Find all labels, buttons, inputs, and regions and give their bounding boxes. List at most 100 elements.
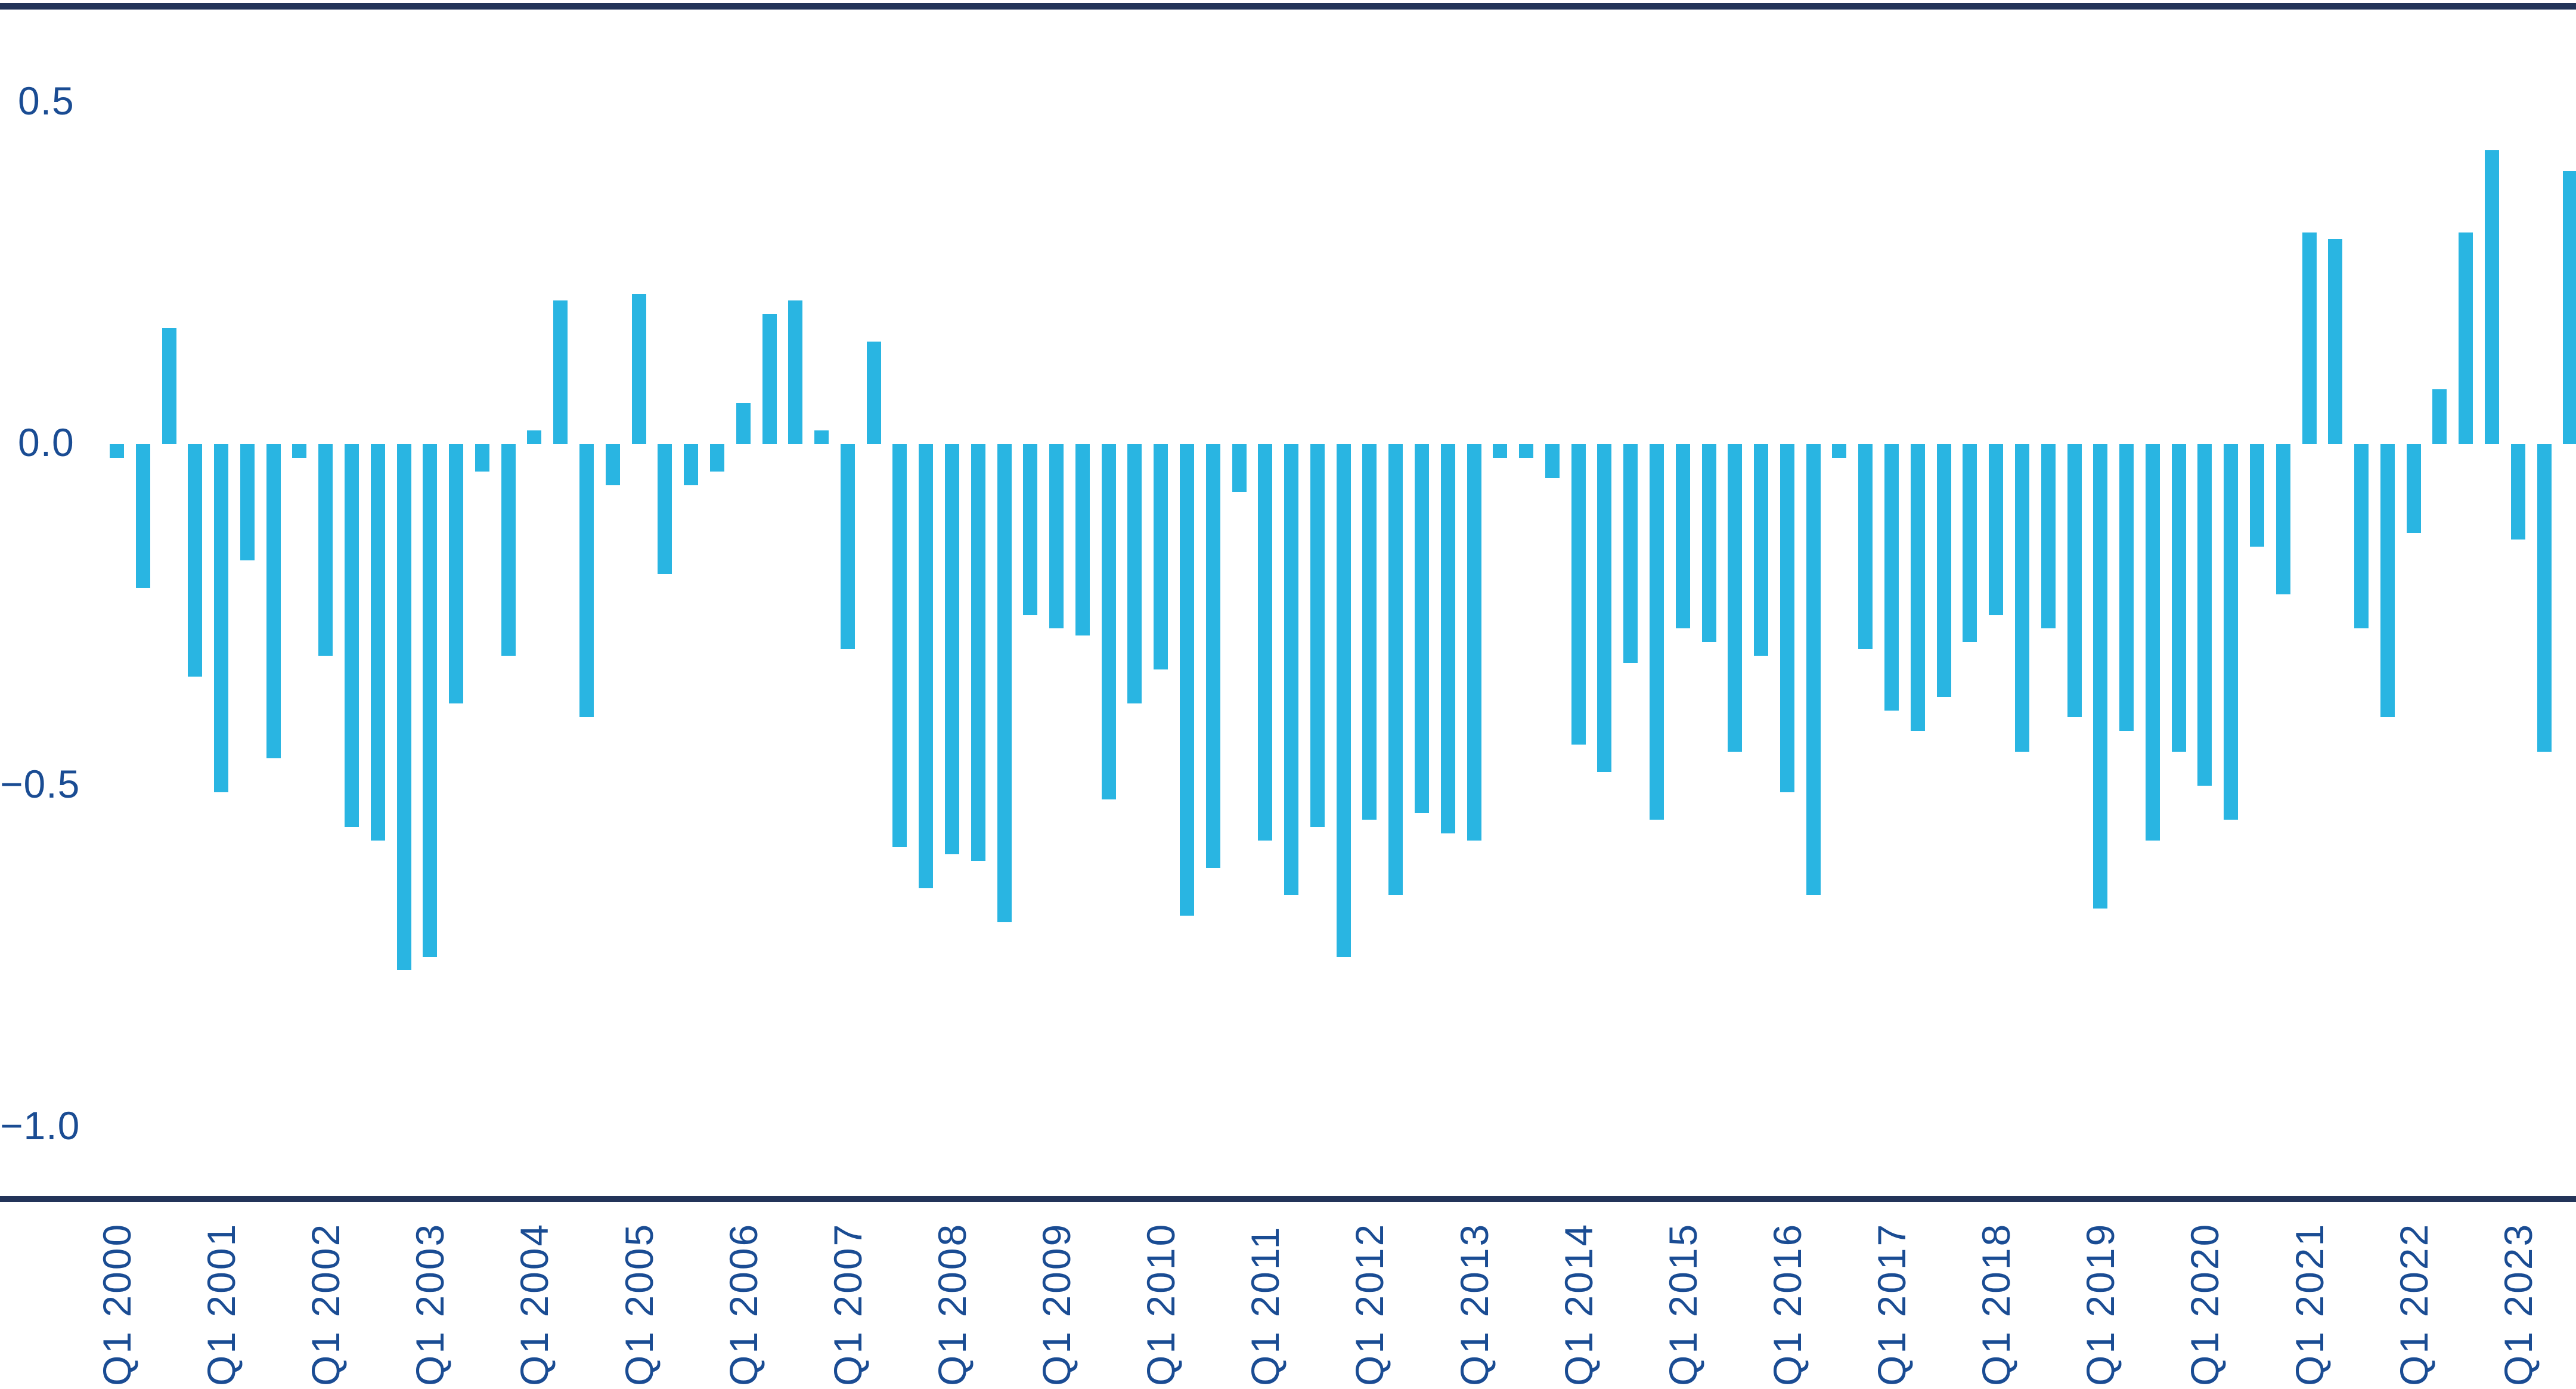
bar-q4-2005	[710, 444, 724, 472]
bar-q3-2010	[1206, 444, 1220, 868]
x-tick-label-q1-2008: Q1 2008	[930, 1222, 974, 1386]
bar-q1-2021	[2302, 232, 2317, 444]
bar-q1-2003	[423, 444, 437, 957]
x-tick-label-q1-2022: Q1 2022	[2392, 1222, 2436, 1386]
bar-q2-2021	[2328, 239, 2342, 444]
x-tick-label-q1-2012: Q1 2012	[1347, 1222, 1391, 1386]
bar-q2-2015	[1702, 444, 1716, 642]
bar-q1-2015	[1676, 444, 1690, 628]
bar-q1-2019	[2093, 444, 2107, 909]
bar-q2-2012	[1388, 444, 1403, 895]
bar-q3-2022	[2459, 232, 2473, 444]
bar-q3-2008	[997, 444, 1012, 922]
bar-q1-2002	[318, 444, 333, 656]
x-tick-label-q1-2020: Q1 2020	[2183, 1222, 2227, 1386]
bar-q4-2021	[2380, 444, 2395, 717]
bar-q1-2000	[110, 444, 124, 458]
bar-q2-2019	[2119, 444, 2134, 731]
bar-q2-2008	[971, 444, 985, 861]
bar-q3-2016	[1832, 444, 1846, 458]
bar-q1-2006	[736, 403, 751, 444]
bar-q4-2003	[501, 444, 516, 656]
bar-q3-2020	[2250, 444, 2264, 547]
bar-q3-2012	[1415, 444, 1429, 813]
bar-q1-2001	[214, 444, 228, 792]
bar-q1-2014	[1571, 444, 1586, 745]
x-tick-label-q1-2018: Q1 2018	[1974, 1222, 2018, 1386]
bar-q1-2022	[2407, 444, 2421, 533]
bar-q2-2003	[449, 444, 463, 703]
bar-q2-2011	[1284, 444, 1298, 895]
bar-q4-2000	[188, 444, 202, 677]
bar-q2-2001	[240, 444, 255, 560]
bar-q1-2023	[2511, 444, 2525, 540]
bar-q3-2006	[788, 300, 802, 444]
x-tick-label-q1-2011: Q1 2011	[1243, 1225, 1287, 1386]
x-tick-label-q1-2009: Q1 2009	[1034, 1222, 1078, 1386]
bar-q2-2022	[2432, 389, 2447, 444]
bar-q4-2004	[606, 444, 620, 485]
bar-q1-2018	[1989, 444, 2003, 615]
bar-q4-2010	[1232, 444, 1247, 492]
x-tick-label-q1-2013: Q1 2013	[1452, 1222, 1496, 1386]
x-tick-label-q1-2004: Q1 2004	[512, 1222, 556, 1386]
bar-q4-2017	[1963, 444, 1977, 642]
bar-q3-2018	[2041, 444, 2056, 628]
y-tick-label-0.5: 0.5	[18, 79, 75, 123]
bar-q3-2021	[2354, 444, 2369, 628]
bar-q4-2002	[397, 444, 411, 970]
bar-q2-2013	[1493, 444, 1507, 458]
bar-q2-2007	[867, 342, 881, 444]
bar-q4-2001	[292, 444, 306, 458]
bar-q3-2005	[684, 444, 698, 485]
x-tick-label-q1-2021: Q1 2021	[2287, 1222, 2332, 1386]
x-tick-label-q1-2000: Q1 2000	[95, 1222, 139, 1386]
bar-q1-2016	[1780, 444, 1794, 792]
bar-q2-2020	[2224, 444, 2238, 820]
bar-q1-2007	[841, 444, 855, 649]
bar-q4-2018	[2067, 444, 2082, 717]
y-tick-label--1: −1.0	[0, 1103, 80, 1148]
x-tick-label-q1-2010: Q1 2010	[1139, 1222, 1183, 1386]
x-tick-label-q1-2019: Q1 2019	[2078, 1222, 2122, 1386]
top-border-line	[0, 3, 2576, 10]
bar-q4-2007	[919, 444, 933, 888]
bar-q3-2000	[162, 328, 176, 444]
bar-q4-2013	[1545, 444, 1560, 478]
bar-q2-2005	[658, 444, 672, 574]
y-tick-label--0.5: −0.5	[0, 762, 80, 806]
bar-q3-2013	[1519, 444, 1533, 458]
bar-q4-2022	[2485, 150, 2499, 444]
bar-q2-2017	[1911, 444, 1925, 731]
bar-q1-2020	[2197, 444, 2212, 786]
bar-q1-2010	[1154, 444, 1168, 669]
bar-q4-2014	[1650, 444, 1664, 820]
bar-q3-2011	[1310, 444, 1325, 827]
x-tick-label-q1-2006: Q1 2006	[721, 1222, 765, 1386]
bar-q1-2008	[945, 444, 959, 854]
bar-q2-2018	[2015, 444, 2029, 752]
x-tick-label-q1-2014: Q1 2014	[1557, 1222, 1601, 1386]
bar-q2-2010	[1180, 444, 1194, 916]
bar-q4-2019	[2172, 444, 2186, 752]
bar-q3-2017	[1937, 444, 1951, 697]
bar-q3-2002	[371, 444, 385, 841]
bar-q4-2006	[814, 430, 829, 444]
x-tick-label-q1-2002: Q1 2002	[303, 1222, 348, 1386]
bar-q4-2009	[1127, 444, 1142, 703]
bar-q3-2001	[266, 444, 281, 758]
bar-q4-2015	[1754, 444, 1768, 656]
bar-q1-2004	[527, 430, 541, 444]
bar-q2-2000	[136, 444, 150, 588]
bar-q4-2016	[1858, 444, 1873, 649]
bar-q3-2004	[579, 444, 594, 717]
bar-q4-2020	[2276, 444, 2290, 594]
x-tick-label-q1-2023: Q1 2023	[2496, 1222, 2540, 1386]
bar-q1-2017	[1884, 444, 1899, 711]
bar-q2-2006	[762, 314, 777, 444]
bar-q4-2011	[1337, 444, 1351, 957]
bar-q3-2014	[1623, 444, 1638, 663]
bar-q2-2002	[345, 444, 359, 827]
bar-q2-2004	[553, 300, 568, 444]
